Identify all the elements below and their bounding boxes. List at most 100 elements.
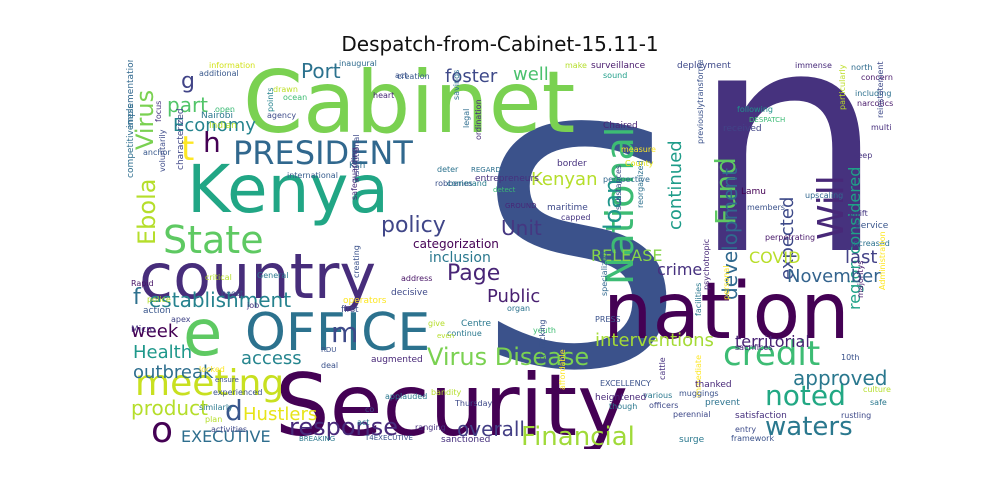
- word-cloud-word: affordable: [558, 349, 567, 390]
- word-cloud-word: points: [266, 87, 275, 112]
- word-cloud-word: well: [513, 64, 549, 85]
- word-cloud-word: DESPATCH: [749, 116, 785, 124]
- word-cloud-word: entry: [735, 425, 756, 434]
- word-cloud-word: international: [287, 171, 338, 180]
- word-cloud-word: prevent: [705, 398, 740, 408]
- word-cloud-word: sacrifices: [735, 343, 773, 352]
- word-cloud-word: BREAKING: [299, 435, 335, 443]
- word-cloud-word: robberies: [435, 179, 473, 188]
- word-cloud-word: co: [365, 405, 374, 414]
- word-cloud-word: deployment: [677, 61, 731, 71]
- word-cloud-word: characterized: [176, 108, 186, 170]
- word-cloud-word: Fund: [709, 157, 742, 225]
- word-cloud-word: act: [357, 418, 369, 427]
- word-cloud-word: Virus Disease: [427, 343, 589, 371]
- word-cloud-word: Rapid: [131, 279, 154, 288]
- word-cloud-word: act: [395, 71, 407, 80]
- word-cloud-word: Ebola: [133, 179, 161, 245]
- word-cloud-word: o: [151, 410, 173, 449]
- word-cloud-word: first: [341, 305, 359, 315]
- word-cloud-word: OFFICE: [245, 303, 430, 363]
- word-cloud-word: culture: [863, 385, 891, 394]
- word-cloud-word: t: [181, 129, 194, 169]
- word-cloud-word: access: [241, 348, 302, 369]
- word-cloud-word: immense: [795, 61, 832, 70]
- word-cloud-word: voluntarily: [158, 129, 167, 172]
- word-cloud-word: immediate: [694, 355, 703, 398]
- word-cloud-word: perpetrating: [765, 233, 815, 242]
- word-cloud-word: upscaling: [805, 191, 843, 200]
- word-cloud-word: satisfaction: [735, 411, 787, 421]
- word-cloud-word: General: [257, 271, 289, 280]
- word-cloud-word: ordination: [474, 99, 483, 140]
- word-cloud-word: facilities: [694, 283, 703, 316]
- word-cloud-word: d: [225, 394, 243, 427]
- word-cloud-word: particularly: [838, 64, 847, 110]
- word-cloud-word: continued: [665, 140, 686, 230]
- word-cloud-word: narcotics: [857, 99, 893, 108]
- word-cloud-word: Ksh: [349, 161, 365, 171]
- word-cloud-word: week: [131, 321, 179, 342]
- word-cloud-word: make: [565, 61, 587, 70]
- word-cloud-word: organ: [507, 304, 530, 313]
- word-cloud-word: territorial: [735, 332, 810, 351]
- word-cloud-word: continue: [447, 329, 482, 338]
- word-cloud-word: Kenyan: [531, 169, 597, 190]
- word-cloud-word: border: [557, 159, 587, 169]
- word-cloud-word: sound: [603, 71, 627, 80]
- word-cloud-word: psychotropic: [702, 239, 711, 290]
- word-cloud-word: Health: [133, 342, 192, 363]
- word-cloud-word: EXCELLENCY: [600, 379, 651, 388]
- word-cloud-word: Nairobi: [201, 111, 233, 121]
- word-cloud-word: Administration: [878, 231, 887, 290]
- word-cloud-word: ranging: [415, 423, 446, 432]
- word-cloud-word: operators: [343, 296, 387, 306]
- word-cloud-word: received: [723, 124, 762, 134]
- word-cloud-word: reorganized: [636, 160, 645, 208]
- word-cloud-word: reinstatement Force: [876, 60, 885, 118]
- word-cloud-word: framework: [731, 434, 774, 443]
- word-cloud-word: legal: [462, 109, 471, 128]
- word-cloud-word: critical: [205, 273, 232, 282]
- word-cloud-word: development: [718, 168, 742, 300]
- word-cloud-word: crime: [657, 260, 702, 279]
- word-cloud-word: heart: [373, 91, 394, 100]
- word-cloud-word: region considered: [845, 167, 864, 310]
- word-cloud-word: meeting: [135, 363, 284, 404]
- word-cloud-word: muggings: [679, 389, 719, 398]
- word-cloud-word: surveillance: [591, 61, 646, 71]
- word-cloud-word: nation: [603, 267, 850, 357]
- word-cloud-word: Port: [301, 60, 341, 83]
- word-cloud-word: h: [203, 126, 221, 159]
- word-cloud-word: RDU: [321, 346, 336, 354]
- word-cloud-word: ocean: [283, 93, 307, 102]
- word-cloud-word: applauded: [385, 392, 427, 401]
- word-cloud-word: g: [181, 69, 195, 94]
- word-cloud-word: credit: [723, 334, 820, 374]
- word-cloud-word: noted: [765, 379, 846, 412]
- word-cloud-word: rustling: [841, 411, 871, 420]
- word-cloud-word: inaugural: [339, 60, 377, 68]
- word-cloud-word: competitiveness: [126, 104, 136, 178]
- word-cloud-word: deter: [437, 165, 459, 174]
- word-cloud-word: open: [215, 105, 235, 114]
- word-cloud-word: Service: [855, 221, 889, 231]
- word-cloud-word: command: [447, 179, 487, 188]
- word-cloud-word: County: [625, 159, 654, 168]
- word-cloud-word: Will: [811, 175, 852, 240]
- word-cloud-word: creating: [352, 245, 361, 278]
- word-cloud-word: augmented: [371, 355, 423, 365]
- word-cloud-word: November: [787, 266, 881, 287]
- word-cloud-word: expected: [777, 197, 798, 280]
- word-cloud-word: part: [167, 93, 208, 117]
- word-cloud-word: deal: [321, 361, 338, 370]
- word-cloud-word: Unit: [501, 216, 542, 240]
- word-cloud-word: following: [737, 105, 773, 114]
- word-cloud-word: waters: [765, 412, 853, 442]
- word-cloud-word: Economy: [173, 115, 256, 136]
- word-cloud-word: address: [401, 274, 432, 283]
- word-cloud-word: locked: [199, 365, 225, 374]
- word-cloud-word: cattle: [658, 357, 667, 380]
